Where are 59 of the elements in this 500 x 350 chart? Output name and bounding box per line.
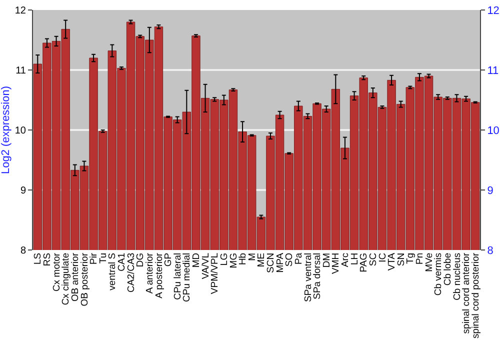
x-tick-label: VA/VL	[200, 252, 212, 280]
y-tick-label: 8	[20, 246, 26, 256]
x-tick-label: DG	[135, 252, 146, 268]
x-tick-label: ventral S	[107, 252, 118, 290]
x-tick-label: SO	[284, 252, 296, 267]
y-tick-label: 9	[20, 186, 26, 196]
x-tick-label: MVe	[424, 252, 435, 272]
y2-tick-label: 10	[487, 124, 500, 137]
x-tick-label: SCN	[266, 252, 277, 273]
x-tick-label: spinal cord posterior	[470, 252, 482, 338]
x-tick-label: MPA	[274, 252, 286, 273]
x-tick-label: CA2/CA3	[126, 252, 137, 293]
x-tick-label: spinal cord anterior	[461, 252, 472, 334]
x-tick-label: SC	[368, 252, 379, 266]
x-tick-label: Cx motor	[51, 252, 62, 292]
x-tick-label: A posterior	[154, 252, 165, 298]
x-tick-label: VTA	[386, 252, 398, 271]
x-tick-label: OB anterior	[70, 252, 81, 302]
x-tick-label: SN	[396, 252, 407, 266]
x-tick-label: Tu	[98, 252, 109, 264]
x-tick-label: GP	[163, 252, 174, 267]
x-tick-label: VPM/VPL	[210, 252, 221, 294]
y2-tick-label: 9	[487, 184, 494, 197]
y-axis-title: Log2 (expression)	[0, 86, 12, 174]
x-tick-label: MD	[191, 252, 202, 268]
x-tick-label: Cb vermis	[433, 252, 444, 296]
y2-tick-label: 8	[487, 244, 494, 257]
x-tick-label: LG	[218, 252, 230, 266]
x-tick-label: MG	[228, 252, 240, 268]
x-tick-label: LS	[32, 252, 44, 265]
x-tick-label: Tg	[405, 252, 416, 264]
x-tick-label: DM	[321, 252, 332, 268]
x-tick-label: CPu medial	[182, 252, 193, 302]
x-tick-label: Pir	[88, 252, 100, 265]
x-tick-label: Hb	[238, 252, 249, 266]
x-tick-label: LH	[349, 252, 360, 266]
x-tick-label: SPa dorsal	[312, 252, 324, 300]
x-tick-label: VMH	[330, 252, 342, 274]
x-tick-label: ME	[256, 252, 268, 268]
x-tick-label: CPu lateral	[172, 252, 184, 300]
x-tick-label: Pa	[293, 252, 304, 265]
x-tick-label: Cb lobe	[442, 252, 454, 286]
x-tick-label: OB posterior	[79, 252, 90, 306]
x-tick-label: RS	[42, 252, 54, 266]
y-tick-label: 11	[16, 66, 26, 76]
y-tick-label: 12	[14, 6, 26, 16]
x-tick-label: M	[246, 252, 258, 261]
x-tick-label: Cb nucleus	[452, 252, 463, 300]
x-tick-label: Arc	[340, 252, 352, 268]
x-tick-label: PAG	[358, 252, 370, 272]
x-tick-label: Pn	[414, 252, 426, 265]
x-tick-label: Cx cingulate	[60, 252, 72, 306]
x-tick-label: A anterior	[144, 252, 156, 294]
y2-tick-label: 12	[487, 4, 500, 17]
y2-tick-label: 11	[487, 64, 499, 77]
x-tick-label: IC	[377, 252, 388, 262]
x-tick-label: SPa ventral	[302, 252, 314, 302]
y-tick-label: 10	[14, 126, 26, 136]
x-tick-label: CA1	[116, 252, 128, 272]
